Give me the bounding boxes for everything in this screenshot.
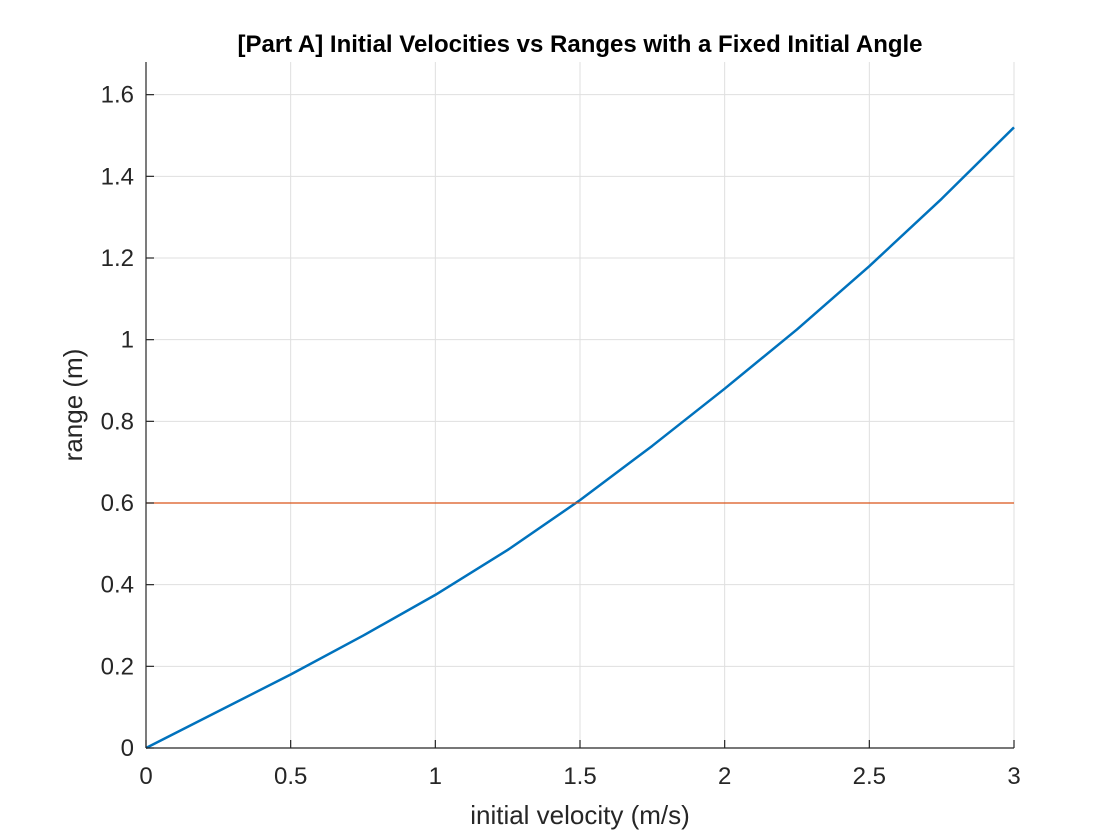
series-layer (145, 126, 1015, 750)
y-axis-label: range (m) (58, 349, 88, 462)
y-tick-label: 1.2 (101, 245, 134, 272)
x-tick-label: 3 (1007, 763, 1020, 790)
range-curve-line (145, 126, 1015, 750)
y-tick-label: 0.2 (101, 653, 134, 680)
ticks: 0 0.5 1 1.5 2 2.5 3 0 0.2 0.4 0.6 0.8 1 1.2 1.4 1.6 (101, 82, 1021, 790)
y-tick-label: 1 (121, 327, 134, 354)
x-tick-label: 1.5 (563, 763, 596, 790)
y-tick-label: 1.4 (101, 163, 134, 190)
x-tick-label: 0.5 (274, 763, 307, 790)
x-tick-label: 1 (429, 763, 442, 790)
y-tick-label: 0.8 (101, 408, 134, 435)
y-tick-label: 0 (121, 735, 134, 762)
chart-title: [Part A] Initial Velocities vs Ranges wi… (237, 31, 922, 58)
y-tick-label: 0.6 (101, 490, 134, 517)
y-tick-label: 0.4 (101, 572, 134, 599)
x-tick-label: 0 (139, 763, 152, 790)
x-axis-label: initial velocity (m/s) (470, 800, 690, 830)
x-tick-label: 2 (718, 763, 731, 790)
y-tick-label: 1.6 (101, 82, 134, 109)
x-tick-label: 2.5 (853, 763, 886, 790)
